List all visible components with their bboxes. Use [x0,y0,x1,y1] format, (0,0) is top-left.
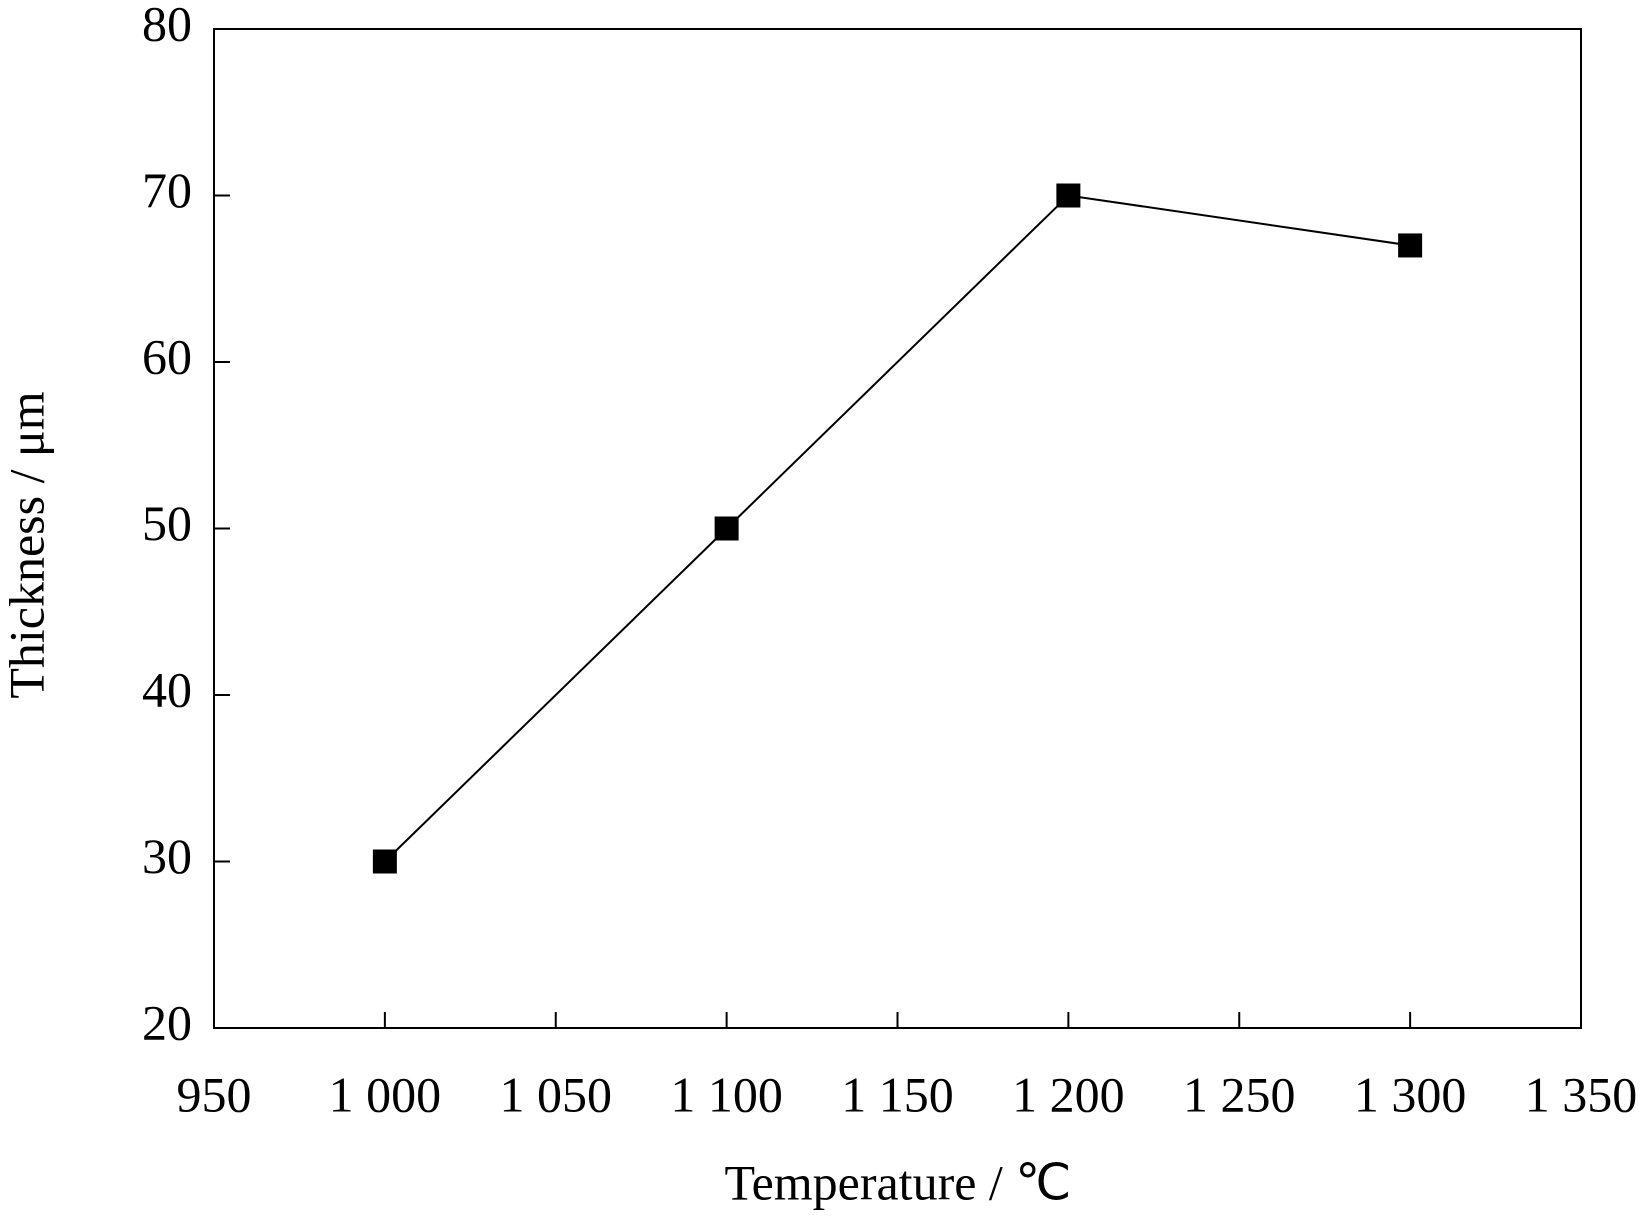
plot-frame [213,28,1582,1029]
data-point [372,849,397,874]
y-tick-label: 40 [142,661,192,717]
x-tick-label: 1 300 [1354,1066,1467,1122]
y-tick-label: 80 [142,0,192,51]
data-point [1056,183,1081,208]
data-point [714,516,739,541]
x-tick-label: 1 000 [329,1066,442,1122]
y-axis-title: Thickness / μm [0,391,54,698]
x-tick-label: 1 050 [500,1066,613,1122]
y-tick-label: 20 [142,994,192,1050]
x-tick-label: 1 200 [1012,1066,1125,1122]
y-tick-label: 50 [142,495,192,551]
y-tick-label: 70 [142,162,192,218]
x-tick-label: 950 [177,1066,252,1122]
x-tick-label: 1 150 [841,1066,954,1122]
y-tick-label: 60 [142,328,192,384]
x-tick-label: 1 250 [1183,1066,1296,1122]
x-tick-label: 1 100 [670,1066,783,1122]
series-line [384,194,1411,863]
y-tick-label: 30 [142,828,192,884]
x-axis-title: Temperature / ℃ [725,1154,1072,1210]
x-tick-label: 1 350 [1525,1066,1638,1122]
data-point [1398,233,1423,258]
